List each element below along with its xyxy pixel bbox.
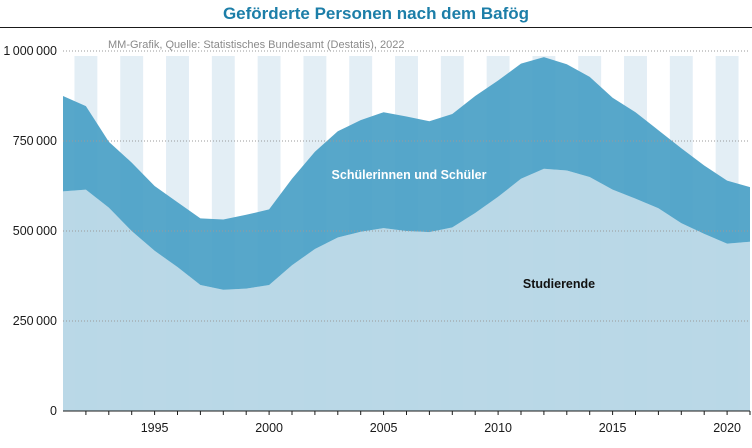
x-tick-label: 1995: [141, 421, 169, 435]
x-tick-label: 2015: [599, 421, 627, 435]
x-tick-label: 2005: [370, 421, 398, 435]
series-label-studierende: Studierende: [523, 277, 595, 291]
y-tick-label: 500 000: [13, 224, 57, 238]
y-axis-ticks: 1 000 000 750 000 500 000 250 000 0: [3, 44, 57, 418]
series-label-schueler: Schülerinnen und Schüler: [332, 168, 487, 182]
title-rule: [0, 27, 752, 28]
source-note: MM-Grafik, Quelle: Statistisches Bundesa…: [108, 39, 405, 51]
y-tick-label: 1 000 000: [3, 44, 57, 58]
gridlines: [63, 50, 750, 322]
y-tick-label: 0: [50, 404, 57, 418]
y-tick-label: 750 000: [13, 134, 57, 148]
chart-title: Geförderte Personen nach dem Bafög: [222, 4, 530, 23]
x-tick-label: 2010: [484, 421, 512, 435]
x-axis-ticks: 1995 2000 2005 2010 2015 2020: [85, 411, 751, 435]
x-tick-label: 2000: [255, 421, 283, 435]
x-tick-label: 2020: [713, 421, 741, 435]
area-studierende: [63, 168, 750, 411]
y-tick-label: 250 000: [13, 314, 57, 328]
area-schueler: [63, 57, 750, 290]
